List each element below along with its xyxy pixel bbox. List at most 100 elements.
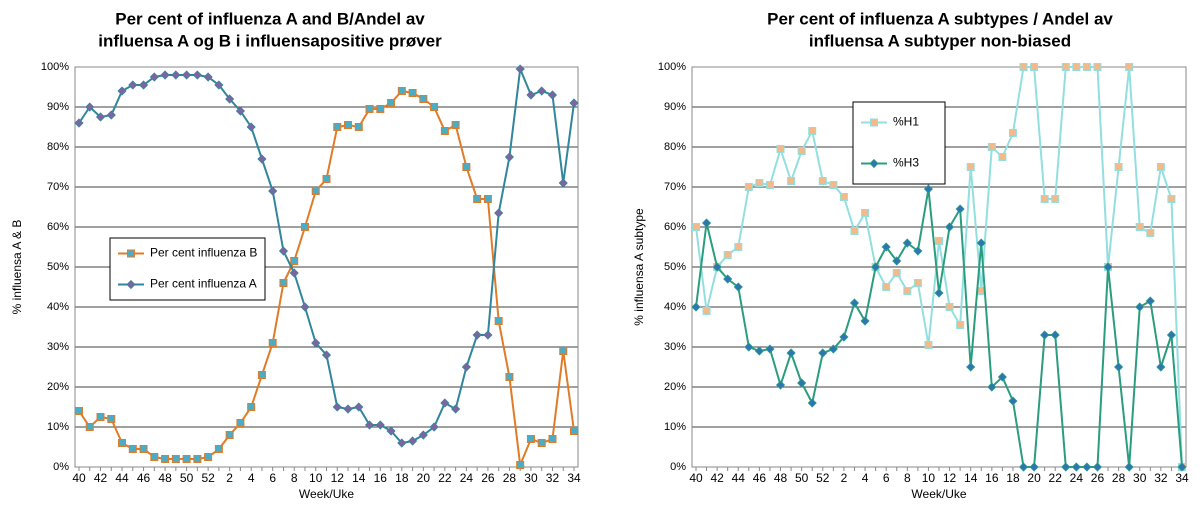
marker bbox=[321, 350, 332, 360]
marker bbox=[494, 317, 503, 325]
marker bbox=[526, 435, 535, 443]
marker bbox=[558, 178, 568, 188]
marker bbox=[956, 321, 965, 329]
marker bbox=[537, 439, 546, 447]
x-tick-label: 52 bbox=[816, 471, 830, 485]
y-tick-label: 70% bbox=[664, 181, 686, 193]
marker bbox=[765, 181, 774, 189]
marker bbox=[289, 268, 299, 278]
marker bbox=[839, 193, 848, 201]
marker bbox=[547, 90, 558, 100]
marker bbox=[193, 455, 202, 463]
marker bbox=[892, 256, 902, 266]
y-tick-label: 0% bbox=[53, 461, 69, 473]
marker bbox=[1040, 195, 1049, 203]
marker bbox=[1061, 63, 1070, 71]
y-tick-label: 70% bbox=[47, 181, 69, 193]
marker bbox=[311, 338, 321, 348]
marker bbox=[787, 177, 796, 185]
x-tick-label: 44 bbox=[115, 471, 129, 485]
marker bbox=[559, 347, 568, 355]
marker bbox=[807, 398, 817, 408]
legend-label: Per cent influenza B bbox=[150, 246, 257, 260]
marker bbox=[1135, 302, 1145, 312]
x-tick-label: 20 bbox=[1027, 471, 1041, 485]
marker bbox=[95, 112, 106, 122]
marker bbox=[1061, 462, 1071, 472]
marker bbox=[913, 246, 923, 256]
x-axis-label: Week/Uke bbox=[299, 487, 354, 501]
x-tick-label: 42 bbox=[710, 471, 724, 485]
x-tick-label: 8 bbox=[291, 471, 298, 485]
y-tick-label: 100% bbox=[658, 61, 686, 73]
x-tick-label: 22 bbox=[438, 471, 452, 485]
marker bbox=[818, 348, 828, 358]
y-tick-label: 100% bbox=[41, 61, 69, 73]
x-tick-label: 32 bbox=[1154, 471, 1168, 485]
markers bbox=[74, 64, 579, 448]
marker bbox=[976, 238, 986, 248]
x-tick-label: 28 bbox=[503, 471, 517, 485]
x-tick-label: 16 bbox=[985, 471, 999, 485]
y-tick-label: 80% bbox=[47, 141, 69, 153]
marker bbox=[548, 435, 557, 443]
marker bbox=[882, 283, 891, 291]
marker bbox=[849, 298, 860, 308]
marker bbox=[902, 238, 912, 248]
marker bbox=[526, 90, 536, 100]
marker bbox=[192, 70, 202, 80]
marker bbox=[461, 362, 471, 372]
marker bbox=[504, 152, 515, 162]
marker bbox=[268, 186, 278, 196]
x-axis-label: Week/Uke bbox=[911, 487, 966, 501]
marker bbox=[1008, 129, 1017, 137]
marker bbox=[1167, 195, 1176, 203]
marker bbox=[924, 341, 933, 349]
marker bbox=[1050, 330, 1060, 340]
marker bbox=[107, 415, 116, 423]
marker bbox=[257, 154, 267, 164]
marker bbox=[712, 262, 722, 272]
marker bbox=[1040, 330, 1050, 340]
marker bbox=[149, 72, 159, 82]
x-tick-label: 10 bbox=[309, 471, 323, 485]
marker bbox=[332, 402, 342, 412]
marker bbox=[440, 398, 450, 408]
x-tick-label: 50 bbox=[795, 471, 809, 485]
marker bbox=[881, 242, 891, 252]
marker bbox=[754, 346, 764, 356]
x-tick-label: 10 bbox=[922, 471, 936, 485]
marker bbox=[473, 195, 482, 203]
marker bbox=[923, 184, 934, 194]
marker bbox=[1103, 262, 1113, 272]
marker bbox=[118, 439, 127, 447]
marker bbox=[375, 420, 385, 430]
x-tick-label: 46 bbox=[753, 471, 767, 485]
marker bbox=[850, 227, 859, 235]
marker bbox=[755, 179, 764, 187]
marker bbox=[723, 274, 733, 284]
marker bbox=[429, 422, 439, 432]
marker bbox=[376, 105, 385, 113]
marker bbox=[75, 407, 83, 415]
marker bbox=[861, 209, 870, 217]
series-line bbox=[695, 188, 1183, 468]
marker bbox=[1082, 63, 1091, 71]
marker bbox=[290, 257, 299, 265]
marker bbox=[214, 445, 223, 453]
marker bbox=[818, 177, 827, 185]
y-tick-label: 50% bbox=[664, 261, 686, 273]
x-tick-label: 12 bbox=[331, 471, 345, 485]
x-tick-label: 42 bbox=[94, 471, 108, 485]
marker bbox=[472, 330, 482, 340]
marker bbox=[117, 86, 127, 96]
marker bbox=[182, 70, 192, 80]
marker bbox=[397, 438, 407, 448]
marker bbox=[257, 371, 266, 379]
marker bbox=[839, 332, 849, 342]
x-tick-label: 6 bbox=[269, 471, 276, 485]
x-tick-label: 4 bbox=[248, 471, 255, 485]
marker bbox=[139, 445, 148, 453]
x-tick-label: 14 bbox=[964, 471, 978, 485]
